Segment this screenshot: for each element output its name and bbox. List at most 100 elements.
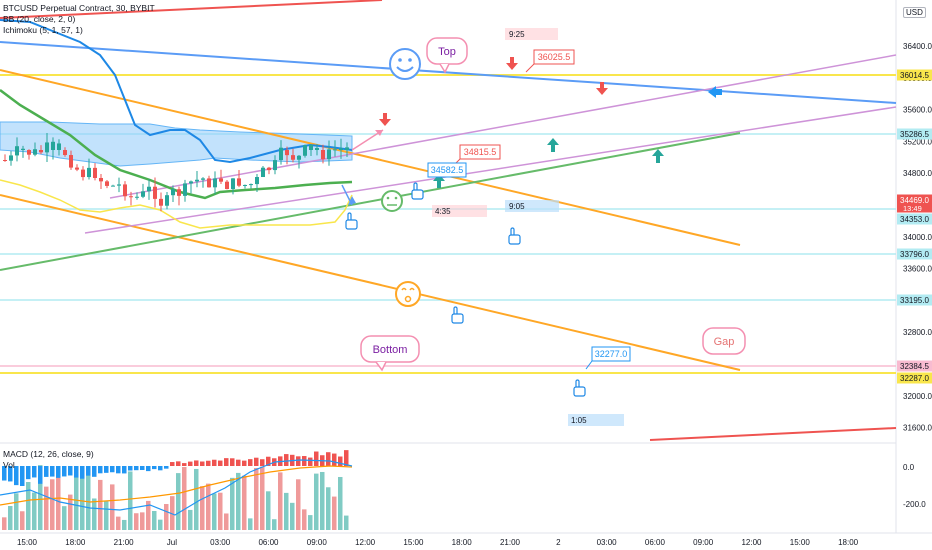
trendline-violet-upper[interactable] bbox=[109, 54, 897, 199]
candle-body bbox=[51, 141, 55, 150]
volume-bar bbox=[236, 472, 241, 530]
up-arrow-icon[interactable] bbox=[547, 138, 559, 152]
volume-bar bbox=[74, 472, 79, 530]
macd-signal-line bbox=[0, 465, 353, 506]
time-range-905[interactable]: 9:05 bbox=[505, 200, 559, 212]
price-callout-36025[interactable]: 36025.5 bbox=[525, 49, 575, 73]
volume-bar bbox=[326, 487, 331, 530]
macd-histogram-bar bbox=[308, 457, 313, 466]
candle-body bbox=[225, 181, 229, 190]
time-axis-tick: 21:00 bbox=[500, 538, 521, 547]
price-badge bbox=[897, 248, 932, 260]
time-range-435[interactable]: 4:35 bbox=[432, 205, 487, 217]
trendline-red-top[interactable] bbox=[0, 0, 383, 19]
volume-bar bbox=[248, 518, 253, 530]
macd-pane bbox=[2, 450, 349, 530]
macd-histogram-bar bbox=[62, 466, 67, 477]
candlesticks bbox=[3, 133, 349, 212]
price-badge-sub: 13:49 bbox=[903, 204, 922, 213]
macd-histogram-bar bbox=[326, 452, 331, 466]
volume-bar bbox=[308, 515, 313, 530]
macd-histogram-bar bbox=[2, 466, 7, 481]
trendline-violet-lower[interactable] bbox=[84, 106, 897, 234]
volume-bar bbox=[230, 477, 235, 530]
up-arrow-icon[interactable] bbox=[652, 149, 664, 163]
price-axis-tick: 35600.0 bbox=[903, 106, 932, 115]
volume-bar bbox=[218, 492, 223, 530]
down-arrow-icon[interactable] bbox=[596, 82, 608, 95]
time-range-925[interactable]: 9:25 bbox=[505, 28, 558, 40]
macd-histogram-bar bbox=[20, 466, 25, 486]
candle-body bbox=[57, 143, 61, 150]
price-badge-text: 32287.0 bbox=[900, 374, 929, 383]
candle-body bbox=[39, 150, 43, 153]
volume-bar bbox=[140, 512, 145, 530]
time-axis-tick: 18:00 bbox=[838, 538, 859, 547]
macd-histogram-bar bbox=[302, 456, 307, 466]
trendline-blue[interactable] bbox=[0, 41, 897, 104]
dizzy-face-icon[interactable] bbox=[395, 281, 421, 307]
macd-histogram-bar bbox=[338, 456, 343, 466]
pointing-hand-icon[interactable] bbox=[451, 306, 464, 324]
volume-bar bbox=[26, 481, 31, 530]
candle-body bbox=[75, 167, 79, 170]
macd-histogram-bar bbox=[80, 466, 85, 479]
currency-badge[interactable]: USD bbox=[903, 7, 926, 18]
macd-histogram-bar bbox=[314, 451, 319, 466]
volume-bar bbox=[146, 500, 151, 530]
callout-gap[interactable]: Gap bbox=[702, 327, 746, 355]
macd-histogram-bar bbox=[98, 466, 103, 474]
left-arrow-icon[interactable] bbox=[708, 86, 722, 98]
pointing-hand-icon[interactable] bbox=[508, 227, 521, 245]
macd-line bbox=[0, 459, 353, 516]
price-callout-34582[interactable]: 34582.5 bbox=[427, 162, 467, 178]
volume-bar bbox=[242, 475, 247, 530]
callout-top[interactable]: Top bbox=[426, 37, 468, 74]
time-range-105[interactable]: 1:05 bbox=[568, 414, 624, 426]
trendline-orange-upper[interactable] bbox=[0, 69, 741, 246]
candle-body bbox=[267, 167, 271, 171]
candle-body bbox=[315, 147, 319, 150]
happy-face-icon[interactable] bbox=[389, 48, 421, 80]
price-axis-tick: 35200.0 bbox=[903, 137, 932, 146]
time-axis[interactable]: 15:00 18:00 21:00 Jul 03:00 06:00 09:00 12:00 15… bbox=[17, 538, 859, 547]
pointing-hand-icon[interactable] bbox=[411, 182, 424, 200]
macd-histogram-bar bbox=[260, 459, 265, 466]
volume-label: Vol bbox=[3, 460, 15, 470]
trendline-orange-lower[interactable] bbox=[0, 194, 741, 371]
pointing-hand-icon[interactable] bbox=[345, 212, 358, 230]
candle-body bbox=[177, 189, 181, 196]
price-badge-text: 35286.5 bbox=[900, 130, 929, 139]
volume-bar bbox=[314, 473, 319, 530]
macd-histogram-bar bbox=[134, 466, 139, 471]
candle-body bbox=[15, 146, 19, 156]
pointing-hand-icon[interactable] bbox=[573, 379, 586, 397]
volume-bar bbox=[224, 513, 229, 530]
down-arrow-icon[interactable] bbox=[506, 57, 518, 70]
macd-histogram-bar bbox=[68, 466, 73, 476]
callout-bottom[interactable]: Bottom bbox=[360, 335, 420, 372]
price-axis-tick: 32800.0 bbox=[903, 328, 932, 337]
horizontal-levels[interactable] bbox=[0, 74, 896, 374]
down-arrow-icon[interactable] bbox=[379, 113, 391, 126]
candle-body bbox=[303, 145, 307, 156]
time-range-text: 4:35 bbox=[435, 207, 451, 216]
volume-bar bbox=[206, 483, 211, 530]
time-axis-tick: 15:00 bbox=[790, 538, 811, 547]
chart-legend: BTCUSD Perpetual Contract, 30, BYBIT BB … bbox=[3, 3, 155, 36]
candle-body bbox=[231, 178, 235, 190]
volume-bar bbox=[158, 519, 163, 530]
neutral-face-icon[interactable] bbox=[381, 190, 403, 212]
signal-arrows[interactable] bbox=[341, 57, 722, 206]
price-axis-tick: 34800.0 bbox=[903, 169, 932, 178]
price-callout-text: 32277.0 bbox=[595, 349, 628, 359]
macd-histogram-bar bbox=[86, 466, 91, 476]
volume-bar bbox=[332, 496, 337, 530]
trendline-red-bottom[interactable] bbox=[649, 427, 897, 441]
trend-lines[interactable] bbox=[0, 0, 897, 441]
volume-bar bbox=[170, 496, 175, 530]
price-callout-32277[interactable]: 32277.0 bbox=[585, 346, 631, 370]
volume-bar bbox=[284, 492, 289, 530]
trendline-green[interactable] bbox=[0, 132, 741, 271]
